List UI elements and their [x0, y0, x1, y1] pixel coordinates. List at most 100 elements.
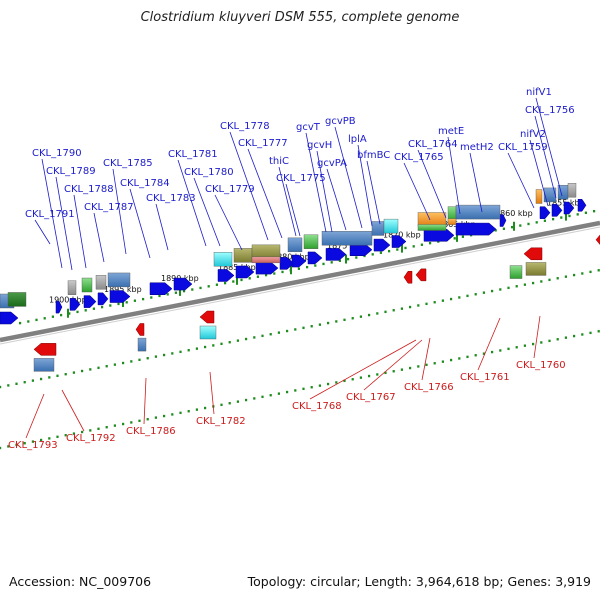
rail-dot: [31, 440, 34, 443]
forward-gene-label: gcvH: [307, 140, 333, 233]
rail-dot: [318, 323, 321, 326]
rail-dot: [207, 285, 210, 288]
forward-gene-label: CKL_1788: [64, 184, 114, 269]
label-leader-line: [247, 148, 283, 239]
rail-dot: [256, 275, 259, 278]
label-leader-line: [214, 194, 243, 251]
rail-dot: [150, 296, 153, 299]
forward-gene-arrow: [349, 243, 373, 256]
reverse-gene-label: CKL_1792: [61, 389, 116, 444]
rail-dot: [396, 248, 399, 251]
rail-dot: [523, 283, 526, 286]
reverse-gene-label: CKL_1786: [126, 377, 176, 437]
label-leader-line: [285, 183, 301, 237]
label-leader-line: [34, 219, 51, 245]
rail-dot: [589, 331, 592, 335]
reverse-gene-arrow: [199, 310, 215, 324]
forward-gene-arrow: [423, 229, 455, 242]
rail-dot: [302, 326, 305, 330]
rail-dot: [163, 353, 166, 357]
label-leader-line: [417, 149, 447, 219]
rail-dot: [142, 297, 145, 301]
rail-dot: [515, 285, 518, 288]
forward-gene-arrow: [217, 269, 235, 282]
rail-dot: [458, 357, 461, 360]
feature-box: [251, 256, 281, 264]
rail-dot: [113, 424, 116, 427]
feature-box: [95, 275, 107, 290]
forward-gene-arrow: [539, 206, 551, 219]
genome-backbone: [0, 220, 600, 343]
rail-dot: [351, 317, 354, 320]
scale-label: 1860 kbp: [495, 209, 533, 218]
forward-gene-name: CKL_1785: [103, 158, 153, 169]
forward-gene-label: CKL_1778: [220, 121, 270, 241]
rail-dot: [248, 277, 251, 280]
rail-dot: [261, 395, 264, 399]
feature-box: [81, 277, 93, 293]
rail-dot: [81, 430, 84, 434]
rail-dot: [286, 329, 289, 333]
forward-gene-name: nifV2: [520, 129, 546, 140]
rail-dot: [171, 352, 174, 355]
forward-gene-label: CKL_1787: [84, 202, 134, 263]
rail-dot: [458, 296, 461, 299]
rail-dot: [400, 368, 403, 371]
rail-dot: [355, 256, 358, 259]
feature-box: [213, 252, 233, 267]
rail-dot: [343, 318, 346, 322]
rail-dot: [64, 373, 67, 376]
rail-dot: [556, 338, 559, 341]
forward-gene-name: CKL_1781: [168, 149, 218, 160]
label-leader-line: [229, 131, 269, 241]
forward-gene-name: CKL_1790: [32, 148, 82, 159]
rail-dot: [552, 217, 555, 221]
rail-dot: [245, 398, 248, 402]
rail-dot: [556, 277, 559, 280]
rail-dot: [15, 382, 18, 386]
rail-dot: [261, 334, 264, 338]
feature-box: [567, 183, 577, 198]
feature-box: [303, 234, 319, 249]
rail-dot: [130, 360, 133, 363]
rail-dot: [265, 273, 268, 277]
rail-dot: [593, 209, 596, 213]
rail-dot: [327, 382, 330, 386]
reverse-gene-arrow: [595, 234, 600, 245]
forward-gene-name: CKL_1756: [525, 105, 575, 116]
rail-dot: [376, 312, 379, 315]
rail-dot: [56, 435, 59, 439]
rail-dot: [532, 342, 535, 346]
rail-dot: [441, 299, 444, 302]
rail-dot: [515, 346, 518, 349]
rail-dot: [23, 442, 26, 445]
label-leader-line: [363, 339, 423, 391]
reverse-gene-label: CKL_1767: [346, 339, 423, 403]
forward-gene-name: CKL_1779: [205, 184, 255, 195]
forward-gene-label: CKL_1756: [525, 105, 575, 199]
rail-dot: [368, 313, 371, 317]
forward-gene-label: CKL_1784: [120, 178, 170, 259]
rail-dot: [158, 294, 161, 298]
label-leader-line: [55, 176, 73, 271]
scale-label: 1895 kbp: [104, 285, 142, 294]
reverse-gene-arrow: [403, 270, 413, 284]
rail-dot: [548, 339, 551, 343]
reverse-gene-name: CKL_1786: [126, 426, 176, 437]
label-leader-line: [41, 158, 63, 269]
rail-dot: [97, 366, 100, 370]
label-leader-line: [193, 177, 221, 247]
label-leader-line: [366, 160, 381, 225]
rail-dot: [245, 337, 248, 341]
rail-dot: [417, 304, 420, 307]
rail-dot: [105, 426, 108, 429]
rail-dot: [499, 349, 502, 352]
rail-dot: [335, 320, 338, 323]
rail-dot: [392, 370, 395, 373]
rail-dot: [154, 416, 157, 419]
rail-dot: [461, 235, 464, 238]
rail-dot: [376, 373, 379, 376]
label-leader-line: [477, 317, 501, 371]
rail-dot: [72, 371, 75, 374]
